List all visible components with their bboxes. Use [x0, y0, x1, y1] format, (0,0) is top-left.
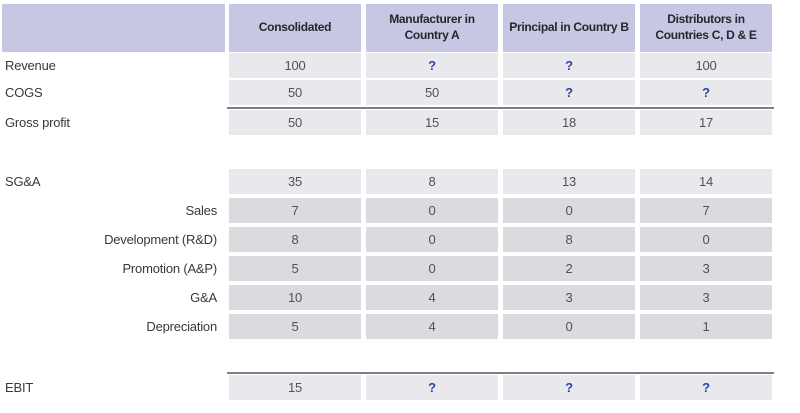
table-row-depreciation: Depreciation 5 4 0 1 [2, 314, 800, 339]
column-header-distributors-countries-cde: Distributors in Countries C, D & E [640, 4, 772, 52]
table-row-development-rd: Development (R&D) 8 0 8 0 [2, 227, 800, 252]
cell-cogs-consolidated: 50 [229, 80, 361, 105]
cell-ebit-consolidated: 15 [229, 375, 361, 400]
cell-sga-distributors: 14 [640, 169, 772, 194]
table-row-gross-profit: Gross profit 50 15 18 17 [2, 110, 800, 135]
cell-depreciation-distributors: 1 [640, 314, 772, 339]
column-header-manufacturer-country-a: Manufacturer in Country A [366, 4, 498, 52]
column-header-principal-country-b: Principal in Country B [503, 4, 635, 52]
table-row-revenue: Revenue 100 ? ? 100 [2, 53, 800, 78]
cell-ga-manufacturer: 4 [366, 285, 498, 310]
cell-ga-distributors: 3 [640, 285, 772, 310]
cell-grossprofit-manufacturer: 15 [366, 110, 498, 135]
cell-revenue-manufacturer: ? [366, 53, 498, 78]
row-label: G&A [190, 290, 217, 305]
row-label: Gross profit [5, 115, 70, 130]
cell-sales-distributors: 7 [640, 198, 772, 223]
cell-cogs-principal: ? [503, 80, 635, 105]
financial-table: Consolidated Manufacturer in Country A P… [2, 4, 800, 400]
cell-ebit-manufacturer: ? [366, 375, 498, 400]
cell-grossprofit-distributors: 17 [640, 110, 772, 135]
row-label: COGS [5, 85, 43, 100]
table-row-ebit: EBIT 15 ? ? ? [2, 375, 800, 400]
cell-cogs-manufacturer: 50 [366, 80, 498, 105]
cell-depreciation-manufacturer: 4 [366, 314, 498, 339]
ebit-divider-line [227, 372, 774, 374]
row-label: Sales [185, 203, 217, 218]
cell-revenue-distributors: 100 [640, 53, 772, 78]
row-label: SG&A [5, 174, 41, 189]
subtotal-divider-line [227, 107, 774, 109]
table-row-sga: SG&A 35 8 13 14 [2, 169, 800, 194]
table-row-ga: G&A 10 4 3 3 [2, 285, 800, 310]
cell-ebit-distributors: ? [640, 375, 772, 400]
cell-sga-principal: 13 [503, 169, 635, 194]
cell-rd-principal: 8 [503, 227, 635, 252]
cell-rd-manufacturer: 0 [366, 227, 498, 252]
cell-grossprofit-consolidated: 50 [229, 110, 361, 135]
cell-rd-consolidated: 8 [229, 227, 361, 252]
cell-ap-distributors: 3 [640, 256, 772, 281]
table-row-sales: Sales 7 0 0 7 [2, 198, 800, 223]
row-label: Promotion (A&P) [122, 261, 217, 276]
cell-sga-manufacturer: 8 [366, 169, 498, 194]
cell-cogs-distributors: ? [640, 80, 772, 105]
row-label: EBIT [5, 380, 34, 395]
cell-ebit-principal: ? [503, 375, 635, 400]
row-label: Development (R&D) [104, 232, 217, 247]
table-row-cogs: COGS 50 50 ? ? [2, 80, 800, 105]
column-header-consolidated: Consolidated [229, 4, 361, 52]
row-label: Revenue [5, 58, 56, 73]
cell-ga-principal: 3 [503, 285, 635, 310]
cell-depreciation-principal: 0 [503, 314, 635, 339]
table-row-promotion-ap: Promotion (A&P) 5 0 2 3 [2, 256, 800, 281]
cell-depreciation-consolidated: 5 [229, 314, 361, 339]
cell-sales-principal: 0 [503, 198, 635, 223]
cell-rd-distributors: 0 [640, 227, 772, 252]
table-header-row: Consolidated Manufacturer in Country A P… [2, 4, 800, 52]
cell-grossprofit-principal: 18 [503, 110, 635, 135]
header-corner-cell [2, 4, 225, 52]
cell-sga-consolidated: 35 [229, 169, 361, 194]
cell-ap-consolidated: 5 [229, 256, 361, 281]
cell-sales-manufacturer: 0 [366, 198, 498, 223]
row-label: Depreciation [146, 319, 217, 334]
cell-ap-manufacturer: 0 [366, 256, 498, 281]
cell-ap-principal: 2 [503, 256, 635, 281]
cell-sales-consolidated: 7 [229, 198, 361, 223]
cell-revenue-consolidated: 100 [229, 53, 361, 78]
cell-ga-consolidated: 10 [229, 285, 361, 310]
cell-revenue-principal: ? [503, 53, 635, 78]
